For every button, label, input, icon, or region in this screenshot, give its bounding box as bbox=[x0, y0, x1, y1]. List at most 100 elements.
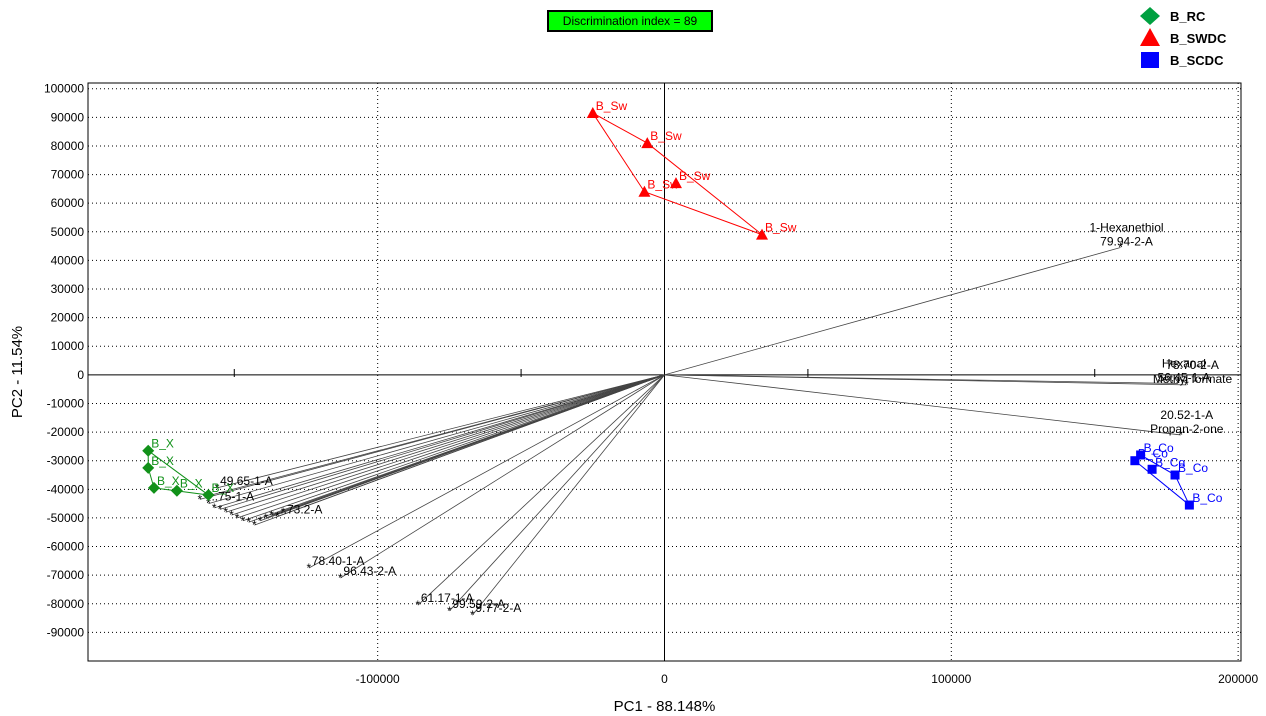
loading-marker: * bbox=[241, 514, 246, 528]
data-point-diamond bbox=[147, 481, 160, 494]
loading-marker: * bbox=[269, 508, 274, 522]
loading-vector bbox=[417, 374, 665, 606]
data-point-triangle bbox=[586, 107, 599, 119]
loading-label: Hexanal bbox=[1162, 356, 1206, 370]
data-point-diamond bbox=[142, 461, 155, 474]
loading-marker: * bbox=[246, 515, 251, 529]
loading-marker: * bbox=[1118, 241, 1123, 255]
data-point-label: B_Sw bbox=[650, 129, 682, 143]
legend-label: B_SWDC bbox=[1170, 31, 1227, 46]
data-point-diamond bbox=[142, 444, 155, 457]
loading-vector bbox=[219, 374, 665, 510]
y-tick-label: -80000 bbox=[47, 597, 85, 611]
x-tick-label: 100000 bbox=[931, 672, 971, 686]
data-point-label: B_X bbox=[180, 477, 203, 491]
y-tick-label: -50000 bbox=[47, 511, 85, 525]
data-point-triangle bbox=[641, 137, 654, 149]
y-tick-label: -20000 bbox=[47, 425, 85, 439]
loading-marker: * bbox=[212, 501, 217, 515]
loading-marker: * bbox=[229, 508, 234, 522]
y-tick-label: 100000 bbox=[44, 82, 84, 96]
loading-label: 79.94-2-A bbox=[1100, 235, 1153, 249]
loading-marker: * bbox=[307, 561, 312, 575]
data-point-diamond bbox=[170, 484, 183, 497]
y-tick-label: -90000 bbox=[47, 625, 85, 639]
loading-label: 96.43-2-A bbox=[343, 564, 396, 578]
data-point-square bbox=[1136, 450, 1146, 460]
y-tick-label: -30000 bbox=[47, 454, 85, 468]
loading-marker: * bbox=[252, 518, 257, 532]
loading-label: 20.52-1-A bbox=[1160, 408, 1213, 422]
data-point-square bbox=[1130, 456, 1140, 466]
x-tick-label: 0 bbox=[661, 672, 668, 686]
loading-vector bbox=[225, 374, 665, 513]
y-tick-label: -60000 bbox=[47, 540, 85, 554]
loading-vector bbox=[216, 374, 665, 489]
loading-marker: * bbox=[218, 502, 223, 516]
loading-vector bbox=[237, 374, 665, 519]
loading-marker: * bbox=[206, 497, 211, 511]
y-tick-label: 0 bbox=[77, 368, 84, 382]
loading-label: 78.40-1-A bbox=[312, 554, 365, 568]
loading-vector bbox=[664, 247, 1121, 376]
data-point-label: B_X bbox=[211, 481, 234, 495]
x-axis-title: PC1 - 88.148% bbox=[614, 698, 716, 715]
y-tick-label: 60000 bbox=[51, 196, 85, 210]
x-tick-label: 200000 bbox=[1218, 672, 1258, 686]
loading-marker: * bbox=[281, 505, 286, 519]
loading-label: ..75-1-A bbox=[211, 490, 254, 504]
loading-marker: * bbox=[275, 510, 280, 524]
data-point-square bbox=[1147, 464, 1157, 474]
data-point-label: B_Co bbox=[1144, 441, 1174, 455]
legend-label: B_SCDC bbox=[1170, 53, 1224, 68]
y-tick-label: 20000 bbox=[51, 311, 85, 325]
loading-vector bbox=[242, 374, 665, 522]
y-tick-label: 90000 bbox=[51, 110, 85, 124]
loading-vector bbox=[449, 374, 665, 612]
loading-marker: * bbox=[223, 505, 228, 519]
loading-marker: * bbox=[235, 511, 240, 525]
loading-vector bbox=[472, 374, 665, 616]
loading-vector bbox=[214, 374, 665, 509]
loading-vector bbox=[282, 374, 665, 513]
data-point-label: B_Co bbox=[1155, 455, 1185, 469]
loading-label: 49.65-1-A bbox=[220, 474, 273, 488]
data-point-label: B_Sw bbox=[596, 99, 628, 113]
y-axis-title: PC2 - 11.54% bbox=[9, 326, 26, 418]
y-tick-label: 40000 bbox=[51, 253, 85, 267]
y-tick-label: -70000 bbox=[47, 568, 85, 582]
data-point-label: B_Sw bbox=[765, 221, 797, 235]
loading-label: Methyl formate bbox=[1153, 372, 1233, 386]
loading-marker: * bbox=[1176, 376, 1181, 390]
loading-marker: * bbox=[416, 598, 421, 612]
data-point-label: B_Co bbox=[1192, 491, 1222, 505]
data-point-label: B_X bbox=[151, 454, 174, 468]
loading-vector bbox=[664, 374, 1187, 386]
data-point-label: B_X bbox=[157, 474, 180, 488]
loading-marker: * bbox=[470, 608, 475, 622]
y-tick-label: 10000 bbox=[51, 339, 85, 353]
loading-label: 56.45-1-A bbox=[1158, 370, 1211, 384]
loading-marker: * bbox=[258, 514, 263, 528]
loading-marker: * bbox=[1184, 378, 1189, 392]
loading-marker: * bbox=[447, 604, 452, 618]
y-tick-label: -10000 bbox=[47, 396, 85, 410]
loading-vector bbox=[208, 374, 665, 505]
loading-label: 99.59-2-A bbox=[452, 597, 505, 611]
discrimination-index-badge: Discrimination index = 89 bbox=[547, 10, 713, 32]
data-point-label: B_Co bbox=[1178, 461, 1208, 475]
legend-marker-triangle bbox=[1140, 28, 1160, 46]
loading-marker: * bbox=[215, 481, 220, 495]
legend-marker-square bbox=[1141, 52, 1159, 68]
data-point-triangle bbox=[756, 228, 769, 240]
y-tick-label: -40000 bbox=[47, 482, 85, 496]
loading-marker: * bbox=[338, 571, 343, 585]
y-tick-label: 70000 bbox=[51, 168, 85, 182]
loading-vector bbox=[231, 374, 665, 516]
loading-label: 1-Hexanethiol bbox=[1090, 221, 1164, 235]
data-point-triangle bbox=[638, 185, 651, 197]
loading-vector bbox=[199, 374, 665, 500]
loading-vector bbox=[308, 374, 665, 569]
legend-marker-diamond bbox=[1140, 7, 1160, 25]
